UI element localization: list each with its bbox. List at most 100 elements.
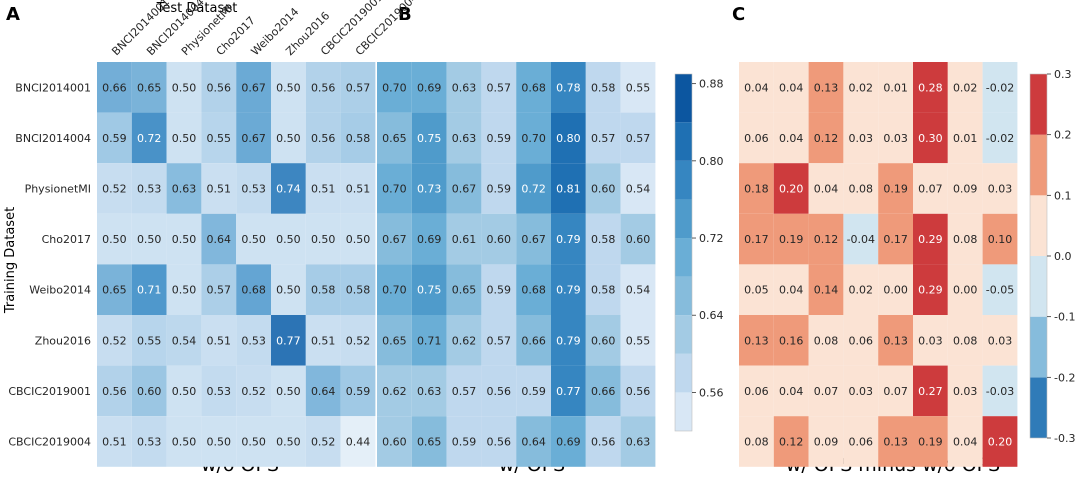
colorbar-b-segment-2: [675, 315, 692, 354]
heatmap-a-cell-0-7: [340, 62, 376, 113]
heatmap-a-cell-4-0: [97, 264, 132, 315]
heatmap-a-cell-1-2: [166, 112, 202, 164]
heatmap-b-cell-2-6: [585, 163, 621, 214]
colorbar-b-segment-7: [675, 122, 692, 161]
heatmap-a-value-1-4: 0.67: [241, 132, 266, 145]
heatmap-a-value-2-6: 0.51: [311, 183, 336, 196]
heatmap-a-value-0-7: 0.57: [346, 81, 371, 94]
colorbar-c: 0.3 0.2 0.1 0.0 -0.1 -0.2 -0.3: [1029, 68, 1075, 445]
colorbar-b-segment-8: [675, 74, 692, 123]
heatmap-c-cell-5-0: [739, 315, 774, 366]
heatmap-a-value-6-6: 0.64: [311, 385, 336, 398]
heatmap-c-cell-6-3: [843, 365, 879, 417]
heatmap-c-value-5-5: 0.03: [918, 334, 943, 347]
heatmap-b-cell-6-5: [551, 365, 586, 417]
heatmap-b-cell-4-4: [516, 264, 551, 315]
heatmap-a-cell-1-5: [271, 112, 306, 164]
heatmap-b-value-2-7: 0.54: [626, 183, 651, 196]
heatmap-a-cell-7-1: [131, 416, 167, 467]
y-tick-label-0: BNCI2014001: [15, 81, 91, 94]
heatmap-b-value-1-4: 0.70: [521, 132, 546, 145]
heatmap-a-cell-2-7: [340, 163, 376, 214]
colorbar-c-segment-4: [1030, 134, 1047, 196]
heatmap-c-cell-2-7: [982, 163, 1018, 214]
heatmap-a-value-6-0: 0.56: [102, 385, 127, 398]
heatmap-c-cell-2-1: [773, 163, 809, 214]
heatmap-c: 0.04 0.04 0.13 0.02 0.01 0.28 0.02 -0.02 0.06 0.0…: [739, 62, 1018, 467]
colorbar-b: 0.88 0.80 0.72 0.64 0.56: [674, 73, 724, 432]
heatmap-c-cell-6-1: [773, 365, 809, 417]
heatmap-c-cell-3-4: [878, 213, 913, 265]
heatmap-b-cell-3-4: [516, 213, 551, 265]
heatmap-c-cell-6-5: [913, 365, 948, 417]
heatmap-a-value-2-7: 0.51: [346, 183, 371, 196]
heatmap-c-value-0-3: 0.02: [849, 81, 874, 94]
heatmap-c-value-4-3: 0.02: [849, 284, 874, 297]
heatmap-b-cell-2-4: [516, 163, 551, 214]
heatmap-a-cell-4-5: [271, 264, 306, 315]
heatmap-a-cell-0-0: [97, 62, 132, 113]
heatmap-b-cell-6-2: [446, 365, 482, 417]
heatmap-a-value-2-5: 0.74: [276, 183, 301, 196]
heatmap-c-value-5-7: 0.03: [988, 334, 1013, 347]
heatmap-a-cell-2-2: [166, 163, 202, 214]
heatmap-c-value-2-3: 0.08: [849, 183, 874, 196]
heatmap-a-value-0-2: 0.50: [172, 81, 197, 94]
heatmap-c-value-3-5: 0.29: [918, 233, 943, 246]
heatmap-c-cell-4-1: [773, 264, 809, 315]
heatmap-c-value-2-2: 0.04: [814, 183, 839, 196]
heatmap-a-value-7-3: 0.50: [207, 436, 232, 449]
heatmap-c-cell-4-6: [947, 264, 983, 315]
heatmap-c-cell-0-1: [773, 62, 809, 113]
heatmap-a-cell-1-1: [131, 112, 167, 164]
colorbar-c-segment-1: [1030, 316, 1047, 378]
heatmap-b-cell-3-1: [411, 213, 447, 265]
heatmap-b-value-6-1: 0.63: [417, 385, 442, 398]
heatmap-b-value-0-5: 0.78: [556, 81, 581, 94]
heatmap-b-value-3-7: 0.60: [626, 233, 651, 246]
heatmap-b-cell-5-6: [585, 315, 621, 366]
heatmap-c-value-6-3: 0.03: [849, 385, 874, 398]
heatmap-b-value-5-3: 0.57: [487, 334, 512, 347]
heatmap-a-value-5-3: 0.51: [207, 334, 232, 347]
heatmap-b-value-2-3: 0.59: [487, 183, 512, 196]
heatmap-c-value-0-2: 0.13: [814, 81, 839, 94]
heatmap-b-value-5-1: 0.71: [417, 334, 442, 347]
heatmap-b-cell-1-7: [620, 112, 656, 164]
heatmap-c-cell-3-3: [843, 213, 879, 265]
heatmap-a-value-6-7: 0.59: [346, 385, 371, 398]
heatmap-b-value-0-0: 0.70: [382, 81, 407, 94]
heatmap-b-cell-7-6: [585, 416, 621, 467]
heatmap-c-value-7-4: 0.13: [883, 436, 908, 449]
heatmap-a-value-2-0: 0.52: [102, 183, 127, 196]
heatmap-c-value-3-4: 0.17: [883, 233, 908, 246]
heatmap-a-value-5-2: 0.54: [172, 334, 197, 347]
heatmap-b-cell-0-3: [481, 62, 517, 113]
heatmap-c-cell-7-7: [982, 416, 1018, 467]
heatmap-b-value-7-1: 0.65: [417, 436, 442, 449]
heatmap-c-value-4-2: 0.14: [814, 284, 839, 297]
heatmap-c-cell-6-4: [878, 365, 913, 417]
heatmap-a-cell-7-6: [305, 416, 341, 467]
heatmap-b-cell-6-3: [481, 365, 517, 417]
heatmap-c-value-6-1: 0.04: [779, 385, 804, 398]
heatmap-b-cell-1-2: [446, 112, 482, 164]
heatmap-c-cell-5-2: [808, 315, 844, 366]
heatmap-b-value-3-0: 0.67: [382, 233, 407, 246]
heatmap-c-value-6-7: -0.03: [986, 385, 1014, 398]
heatmap-c-value-3-3: -0.04: [847, 233, 875, 246]
heatmap-c-cell-5-4: [878, 315, 913, 366]
heatmap-a-value-5-7: 0.52: [346, 334, 371, 347]
heatmap-c-value-4-6: 0.00: [953, 284, 978, 297]
heatmap-c-value-1-2: 0.12: [814, 132, 839, 145]
heatmap-b-cell-2-1: [411, 163, 447, 214]
heatmap-c-cell-0-5: [913, 62, 948, 113]
heatmap-a-cell-6-6: [305, 365, 341, 417]
heatmap-b-value-0-7: 0.55: [626, 81, 651, 94]
heatmap-b: 0.70 0.69 0.63 0.57 0.68 0.78 0.58 0.55 0.65 0.75…: [377, 62, 656, 467]
heatmap-a-value-6-5: 0.50: [276, 385, 301, 398]
heatmap-b-value-7-0: 0.60: [382, 436, 407, 449]
heatmap-a-cell-2-3: [201, 163, 237, 214]
heatmap-b-value-1-7: 0.57: [626, 132, 651, 145]
heatmap-c-value-6-4: 0.07: [883, 385, 908, 398]
